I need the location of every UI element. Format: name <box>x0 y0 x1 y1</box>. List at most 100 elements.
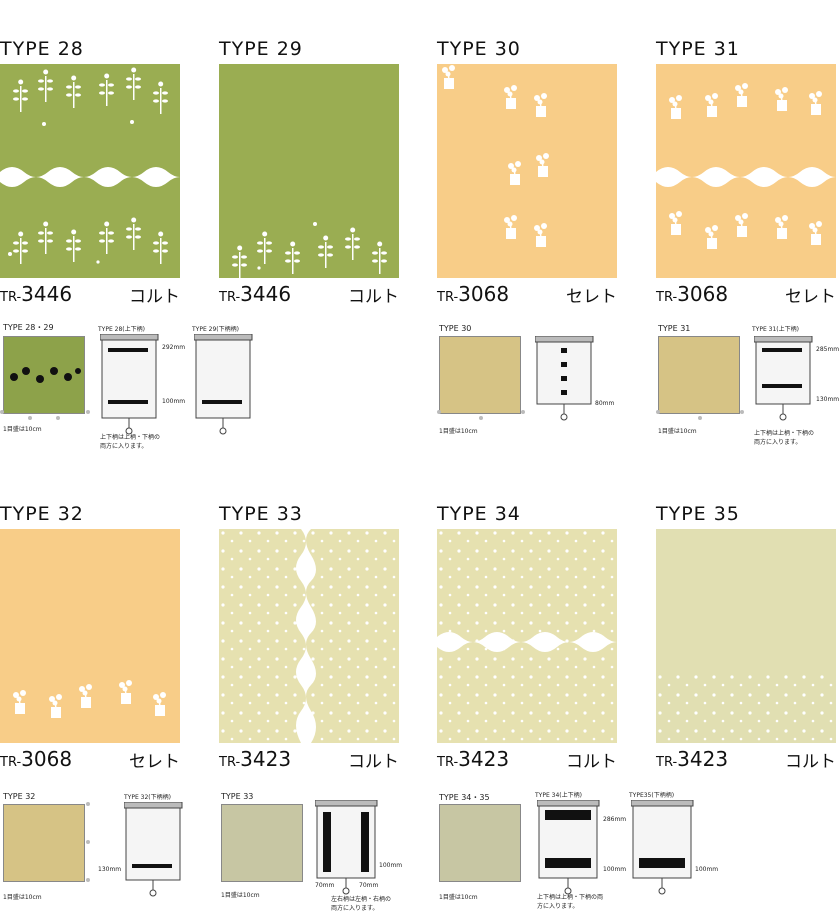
product-prefix: TR- <box>656 755 678 770</box>
blind-title: TYPE 31(上下柄) <box>752 326 799 333</box>
type-title: TYPE 32 <box>0 503 84 525</box>
type-title: TYPE 33 <box>219 503 303 525</box>
product-code: 3446 <box>21 282 73 306</box>
material-name: コルト <box>785 752 836 772</box>
material-name: コルト <box>348 752 399 772</box>
pattern-note: 上下柄は上柄・下柄の両方に入ります。 <box>754 430 815 446</box>
dimension-label: 286mm <box>603 816 627 823</box>
sample-swatch <box>658 336 740 414</box>
pattern-swatch <box>437 64 617 278</box>
pattern-note: 左右柄は左柄・右柄の両方に入ります。 <box>331 896 392 912</box>
dimension-label: 292mm <box>162 344 186 351</box>
dimension-label: 80mm <box>595 400 615 407</box>
detail-type-33: TYPE 33 1目盛は10cm 100mm 70mm 70mm 左右柄は左柄・… <box>219 790 419 915</box>
blind-title: TYPE 28(上下柄) <box>98 326 145 333</box>
detail-type-31: TYPE 31 1目盛は10cm TYPE 31(上下柄) 285mm 130m… <box>656 322 840 452</box>
sample-swatch <box>439 804 521 882</box>
type-33-card[interactable]: TYPE 33 TR-3423 コルト <box>219 503 399 773</box>
roller-blind-diagram <box>630 799 695 900</box>
type-title: TYPE 34 <box>437 503 521 525</box>
material-name: セレト <box>566 287 617 307</box>
plant-pattern <box>232 222 387 278</box>
roller-blind-diagram <box>534 335 595 436</box>
detail-label: TYPE 34・35 <box>439 793 490 802</box>
detail-label: TYPE 32 <box>3 792 36 801</box>
dimension-label: 100mm <box>603 866 627 873</box>
detail-type-32: TYPE 32 1目盛は10cm TYPE 32(下柄柄) 130mm <box>0 790 200 915</box>
product-code: 3068 <box>677 282 729 306</box>
scale-note: 1目盛は10cm <box>658 428 697 435</box>
blind-title: TYPE 32(下柄柄) <box>124 794 171 801</box>
dot-pattern <box>219 529 399 743</box>
type-32-card[interactable]: TYPE 32 TR-3068 セレト <box>0 503 180 773</box>
type-title: TYPE 30 <box>437 38 521 60</box>
material-name: セレト <box>129 752 180 772</box>
roller-blind-diagram <box>193 333 253 435</box>
type-35-card[interactable]: TYPE 35 TR-3423 コルト <box>656 503 836 773</box>
pattern-swatch <box>0 529 180 743</box>
blind-title: TYPE35(下柄柄) <box>629 792 675 799</box>
material-name: コルト <box>348 287 399 307</box>
sample-swatch <box>3 336 85 414</box>
product-code: 3423 <box>240 747 292 771</box>
material-name: セレト <box>785 287 836 307</box>
pattern-swatch <box>437 529 617 743</box>
scale-note: 1目盛は10cm <box>439 894 478 901</box>
dimension-label: 100mm <box>162 398 186 405</box>
type-title: TYPE 29 <box>219 38 303 60</box>
flowerpot-pattern <box>13 680 166 718</box>
type-30-card[interactable]: TYPE 30 TR-3068 セレト <box>437 38 617 308</box>
pattern-swatch <box>656 529 836 743</box>
pattern-swatch <box>219 64 399 278</box>
detail-type-34-35: TYPE 34・35 1目盛は10cm TYPE 34(上下柄) 286mm 1… <box>437 790 737 915</box>
blind-title: TYPE 34(上下柄) <box>535 792 582 799</box>
dot-pattern <box>437 529 617 743</box>
scale-note: 1目盛は10cm <box>221 892 260 899</box>
type-29-card[interactable]: TYPE 29 TR-3446 コルト <box>219 38 399 308</box>
pattern-note: 上下柄は上柄・下柄の両方に入ります。 <box>537 894 604 910</box>
pattern-swatch <box>656 64 836 278</box>
roller-blind-diagram <box>123 801 184 902</box>
sample-swatch <box>221 804 303 882</box>
type-34-card[interactable]: TYPE 34 TR-3423 コルト <box>437 503 617 773</box>
type-title: TYPE 35 <box>656 503 740 525</box>
blind-title: TYPE 29(下柄柄) <box>192 326 239 333</box>
type-31-card[interactable]: TYPE 31 TR-3068 セレト <box>656 38 836 308</box>
sample-swatch <box>439 336 521 414</box>
dot-pattern <box>656 669 836 743</box>
scale-note: 1目盛は10cm <box>3 426 42 433</box>
type-title: TYPE 28 <box>0 38 84 60</box>
dimension-label: 100mm <box>695 866 719 873</box>
product-prefix: TR- <box>219 755 241 770</box>
dimension-label: 100mm <box>379 862 403 869</box>
roller-blind-diagram <box>536 799 601 900</box>
type-28-card[interactable]: TYPE 28 TR-3446 コルト <box>0 38 180 308</box>
detail-label: TYPE 33 <box>221 792 254 801</box>
product-code: 3068 <box>21 747 73 771</box>
dimension-label: 130mm <box>816 396 840 403</box>
product-prefix: TR- <box>219 290 241 305</box>
dimension-label: 70mm <box>359 882 379 889</box>
product-prefix: TR- <box>0 290 22 305</box>
flowerpot-pattern <box>656 83 836 249</box>
material-name: コルト <box>566 752 617 772</box>
product-prefix: TR- <box>437 290 459 305</box>
product-prefix: TR- <box>437 755 459 770</box>
pattern-swatch <box>219 529 399 743</box>
product-code: 3446 <box>240 282 292 306</box>
detail-type-30: TYPE 30 1目盛は10cm 80mm <box>437 322 637 452</box>
sample-swatch <box>3 804 85 882</box>
product-prefix: TR- <box>0 755 22 770</box>
detail-label: TYPE 30 <box>439 324 472 333</box>
pattern-swatch <box>0 64 180 278</box>
detail-label: TYPE 31 <box>658 324 691 333</box>
detail-type-28-29: TYPE 28・29 1目盛は10cm TYPE 28(上下柄) 292mm 1… <box>0 322 430 452</box>
dimension-label: 130mm <box>98 866 122 873</box>
plant-pattern <box>0 67 180 264</box>
material-name: コルト <box>129 287 180 307</box>
roller-blind-diagram <box>314 799 379 900</box>
detail-label: TYPE 28・29 <box>3 323 54 332</box>
scale-note: 1目盛は10cm <box>439 428 478 435</box>
product-code: 3423 <box>677 747 729 771</box>
product-code: 3423 <box>458 747 510 771</box>
